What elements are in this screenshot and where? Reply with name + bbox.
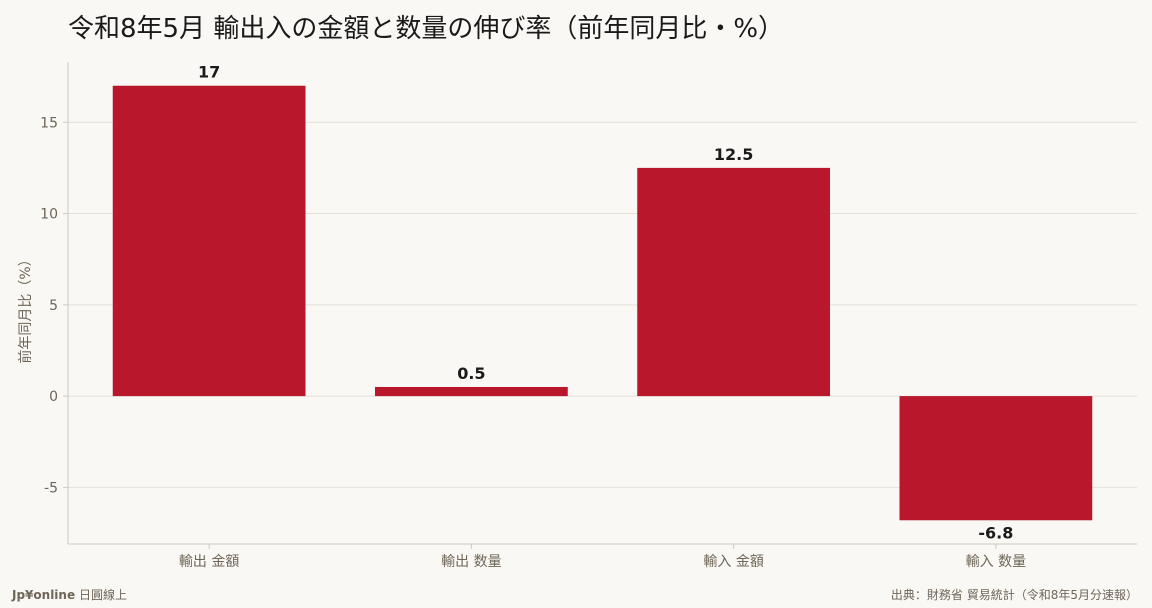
x-tick-label: 輸出 金額 [179, 554, 239, 570]
bar [112, 85, 306, 397]
brand-name: Jp¥online [12, 588, 76, 602]
x-tick-label: 輸入 金額 [703, 554, 763, 570]
chart-title: 令和8年5月 輸出入の金額と数量の伸び率（前年同月比・%） [68, 14, 785, 44]
bar-value-label: 17 [198, 63, 220, 82]
y-tick-label: 15 [40, 115, 58, 131]
data-labels: 17 0.5 12.5 -6.8 [198, 63, 1013, 543]
y-tick-labels: -5 0 5 10 15 [40, 115, 68, 496]
footer-brand: Jp¥online 日圓線上 [12, 586, 127, 603]
bar-value-label: 12.5 [714, 145, 753, 164]
brand-subtitle: 日圓線上 [78, 588, 127, 602]
bar-value-label: 0.5 [457, 364, 485, 383]
y-tick-label: 10 [40, 207, 58, 223]
y-tick-label: 5 [49, 298, 58, 314]
bar-value-label: -6.8 [978, 523, 1013, 542]
y-tick-label: -5 [44, 480, 58, 496]
x-tick-label: 輸入 数量 [966, 554, 1026, 570]
x-tick-labels: 輸出 金額 輸出 数量 輸入 金額 輸入 数量 [179, 544, 1026, 570]
bar [374, 386, 568, 397]
y-tick-label: 0 [49, 389, 58, 405]
bars [112, 85, 1093, 521]
x-tick-label: 輸出 数量 [441, 554, 501, 570]
bar [899, 396, 1093, 521]
y-axis-label: 前年同月比（%） [17, 252, 34, 363]
bar [637, 167, 831, 397]
axes [67, 62, 1137, 545]
source-note: 出典：財務省 貿易統計（令和8年5月分速報） [890, 588, 1138, 602]
